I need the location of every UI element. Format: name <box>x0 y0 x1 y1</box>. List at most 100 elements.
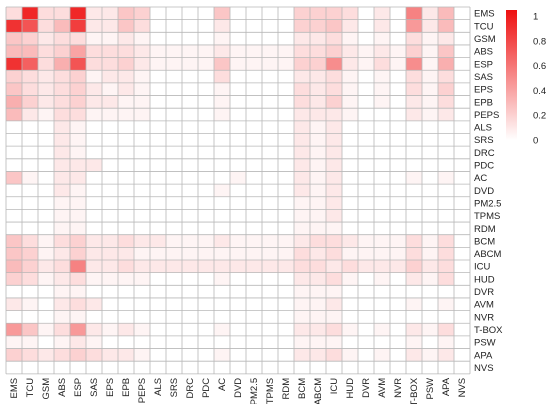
heatmap-cell <box>166 310 182 324</box>
heatmap-cell <box>310 209 326 223</box>
heatmap-cell <box>118 260 134 273</box>
y-tick-label: TPMS <box>474 211 500 222</box>
heatmap-cell <box>102 57 118 71</box>
heatmap-cell <box>118 335 134 349</box>
heatmap-cell <box>262 82 278 96</box>
heatmap-cell <box>134 234 150 248</box>
heatmap-cell <box>422 323 438 336</box>
heatmap-cell <box>214 285 230 298</box>
heatmap-cell <box>38 133 54 147</box>
heatmap-cell <box>294 335 310 349</box>
heatmap-cell <box>358 146 374 159</box>
heatmap-cell <box>54 285 70 298</box>
heatmap-cell <box>390 7 406 20</box>
heatmap-cell <box>262 158 278 172</box>
heatmap-cell <box>246 57 262 71</box>
colorbar-tick-label: 0.4 <box>533 86 546 97</box>
heatmap-cell <box>6 82 22 96</box>
heatmap-cell <box>262 70 278 83</box>
heatmap-cell <box>326 44 342 58</box>
heatmap-cell <box>6 108 22 121</box>
heatmap-cell <box>214 108 230 121</box>
heatmap-cell <box>54 120 70 134</box>
heatmap-cell <box>262 133 278 147</box>
heatmap-cell <box>422 19 438 33</box>
heatmap-cell <box>214 247 230 260</box>
heatmap-cell <box>38 361 54 374</box>
heatmap-cell <box>38 120 54 134</box>
heatmap-cell <box>102 272 118 286</box>
heatmap-cell <box>278 82 294 96</box>
heatmap-cell <box>390 19 406 33</box>
heatmap-cell <box>22 196 38 210</box>
heatmap-cell <box>22 95 38 109</box>
heatmap-cell <box>214 272 230 286</box>
heatmap-cell <box>342 196 358 210</box>
y-tick-label: ESP <box>474 59 493 70</box>
heatmap-cell <box>102 120 118 134</box>
heatmap-cell <box>166 19 182 33</box>
heatmap-cell <box>54 272 70 286</box>
heatmap-cell <box>118 44 134 58</box>
heatmap-cell <box>166 120 182 134</box>
heatmap-cell <box>134 335 150 349</box>
colorbar-tick-label: 0.8 <box>533 36 546 47</box>
heatmap-cell <box>70 108 86 121</box>
heatmap-cell <box>118 19 134 33</box>
heatmap-cell <box>182 247 198 260</box>
heatmap-cell <box>342 297 358 311</box>
heatmap-cell <box>406 272 422 286</box>
heatmap-cell <box>134 184 150 197</box>
heatmap-cell <box>406 184 422 197</box>
y-tick-label: AC <box>474 173 487 184</box>
heatmap-cell <box>262 335 278 349</box>
heatmap-cell <box>390 234 406 248</box>
heatmap-cell <box>86 184 102 197</box>
heatmap-cell <box>406 247 422 260</box>
heatmap-cell <box>406 209 422 223</box>
heatmap-cell <box>374 234 390 248</box>
heatmap-cell <box>278 247 294 260</box>
heatmap-cell <box>182 82 198 96</box>
heatmap-cell <box>262 310 278 324</box>
heatmap-cell <box>326 335 342 349</box>
heatmap-cell <box>134 44 150 58</box>
heatmap-cell <box>374 82 390 96</box>
heatmap-cell <box>6 222 22 235</box>
heatmap-cell <box>454 146 470 159</box>
heatmap-cell <box>294 234 310 248</box>
heatmap-cell <box>38 310 54 324</box>
heatmap-cell <box>102 348 118 362</box>
heatmap-cell <box>102 82 118 96</box>
heatmap-cell <box>278 95 294 109</box>
heatmap-cell <box>406 196 422 210</box>
heatmap-cell <box>326 361 342 374</box>
heatmap-cell <box>278 196 294 210</box>
heatmap-cell <box>118 196 134 210</box>
heatmap-cell <box>374 19 390 33</box>
heatmap-cell <box>166 7 182 20</box>
heatmap-cell <box>262 272 278 286</box>
heatmap-cell <box>70 310 86 324</box>
heatmap-cell <box>22 70 38 83</box>
heatmap-cell <box>438 171 454 185</box>
heatmap-cell <box>310 57 326 71</box>
heatmap-cell <box>214 32 230 45</box>
heatmap-cell <box>422 361 438 374</box>
heatmap-cell <box>198 348 214 362</box>
heatmap-cell <box>118 272 134 286</box>
heatmap-cell <box>262 260 278 273</box>
heatmap-cell <box>374 44 390 58</box>
heatmap-cell <box>70 7 86 20</box>
colorbar-tick-label: 1 <box>533 12 538 23</box>
heatmap-cell <box>70 184 86 197</box>
heatmap-cell <box>86 323 102 336</box>
heatmap-cell <box>134 196 150 210</box>
heatmap-cell <box>326 260 342 273</box>
heatmap-cell <box>454 44 470 58</box>
y-tick-label: NVS <box>474 363 494 374</box>
heatmap-cell <box>70 222 86 235</box>
heatmap-cell <box>310 285 326 298</box>
heatmap-cell <box>374 361 390 374</box>
x-tick-label: DRC <box>185 378 196 399</box>
